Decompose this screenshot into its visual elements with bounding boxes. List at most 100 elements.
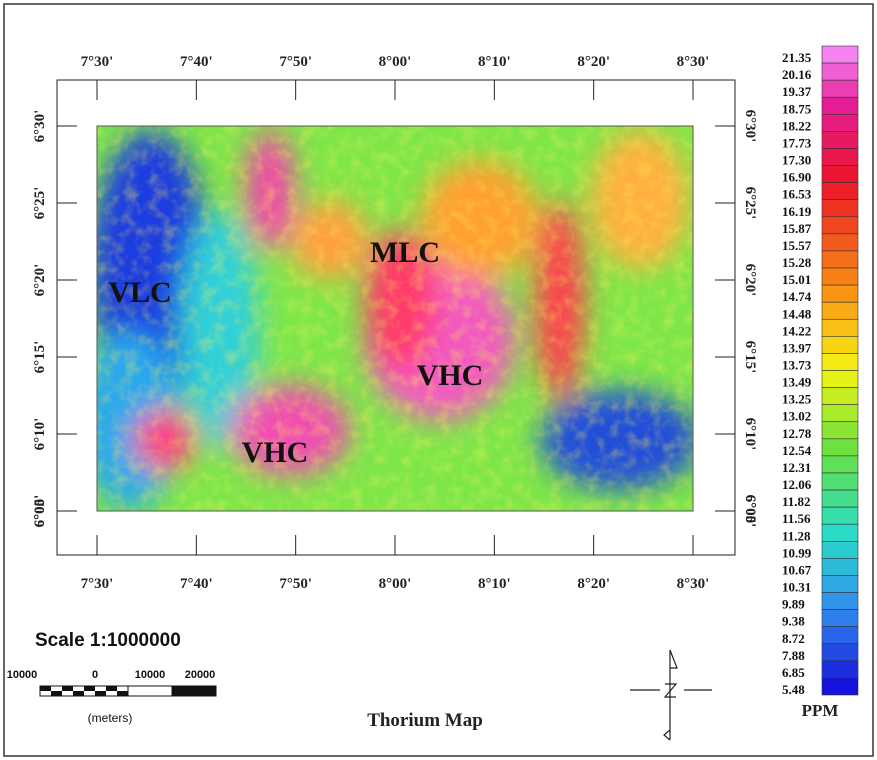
- legend-swatch: [822, 148, 858, 165]
- legend-value: 8.72: [782, 631, 805, 646]
- legend-swatch: [822, 439, 858, 456]
- legend-value: 9.38: [782, 614, 805, 629]
- scale-bar: [128, 686, 172, 696]
- legend-value: 15.87: [782, 221, 812, 236]
- north-arrow: [630, 650, 712, 740]
- legend-value: 17.30: [782, 153, 811, 168]
- legend-swatch: [822, 456, 858, 473]
- legend-value: 10.31: [782, 580, 811, 595]
- right-axis-label: 6°25': [742, 187, 758, 220]
- legend-swatch: [822, 575, 858, 592]
- bottom-axis-label: 8°10': [478, 576, 511, 592]
- legend-value: 11.56: [782, 511, 811, 526]
- scale-cell: [62, 686, 73, 691]
- bottom-axis-label: 8°20': [577, 576, 610, 592]
- scale-cell: [84, 691, 95, 696]
- scale-unit: (meters): [88, 711, 133, 725]
- scale-cell: [106, 686, 117, 691]
- right-axis-label: 6°10': [742, 418, 758, 451]
- legend-swatch: [822, 644, 858, 661]
- legend-value: 14.48: [782, 306, 812, 321]
- legend-swatch: [822, 183, 858, 200]
- bottom-axis-label: 8°30': [677, 576, 710, 592]
- left-axis-label: 6°20': [32, 264, 48, 297]
- legend-swatch: [822, 234, 858, 251]
- scale-cell: [51, 686, 62, 691]
- scale-cell: [40, 691, 51, 696]
- scale-cell: [117, 691, 128, 696]
- top-axis-label: 7°50': [279, 54, 312, 70]
- scale-cell: [106, 691, 117, 696]
- region-label: MLC: [370, 236, 440, 269]
- scale-label: 10000: [135, 669, 166, 681]
- scale-title: Scale 1:1000000: [35, 630, 181, 651]
- top-axis-label: 7°40': [180, 54, 213, 70]
- legend-swatch: [822, 268, 858, 285]
- legend-value: 16.90: [782, 170, 811, 185]
- legend-value: 13.25: [782, 392, 812, 407]
- legend-swatch: [822, 97, 858, 114]
- legend-swatch: [822, 80, 858, 97]
- legend-swatch: [822, 336, 858, 353]
- legend-swatch: [822, 524, 858, 541]
- legend-value: 5.48: [782, 682, 805, 697]
- legend-value: 18.22: [782, 118, 811, 133]
- legend-swatch: [822, 302, 858, 319]
- legend-value: 12.31: [782, 460, 811, 475]
- map-figure: 7°30'7°30'7°40'7°40'7°50'7°50'8°00'8°00'…: [0, 0, 877, 760]
- bottom-axis-label: 7°30': [81, 576, 114, 592]
- legend-swatch: [822, 558, 858, 575]
- legend-value: 17.73: [782, 135, 812, 150]
- legend-value: 15.57: [782, 238, 812, 253]
- region-label: VHC: [417, 359, 484, 392]
- scale-cell: [95, 686, 106, 691]
- legend-swatch: [822, 661, 858, 678]
- scale-label: 10000: [7, 669, 38, 681]
- legend-value: 7.88: [782, 648, 805, 663]
- top-axis-label: 8°10': [478, 54, 511, 70]
- legend-value: 11.28: [782, 528, 811, 543]
- legend-value: 14.74: [782, 289, 812, 304]
- region-label: VHC: [242, 436, 309, 469]
- left-axis-label: 6°00': [32, 495, 48, 528]
- legend-swatch: [822, 131, 858, 148]
- legend-swatch: [822, 319, 858, 336]
- legend-value: 12.78: [782, 426, 812, 441]
- legend-swatch: [822, 627, 858, 644]
- left-axis-label: 6°15': [32, 341, 48, 374]
- legend-value: 18.75: [782, 101, 812, 116]
- legend-swatch: [822, 371, 858, 388]
- scale-cell: [84, 686, 95, 691]
- scale-cell: [73, 691, 84, 696]
- legend-value: 10.67: [782, 562, 812, 577]
- legend-swatch: [822, 473, 858, 490]
- top-axis-label: 8°20': [577, 54, 610, 70]
- legend-swatch: [822, 490, 858, 507]
- legend-swatch: [822, 114, 858, 131]
- right-axis-label: 6°00': [742, 495, 758, 528]
- scale-label: 20000: [185, 669, 216, 681]
- bottom-axis-label: 8°00': [379, 576, 412, 592]
- legend-value: 10.99: [782, 545, 812, 560]
- legend-swatch: [822, 217, 858, 234]
- region-label: VLC: [108, 276, 171, 309]
- scale-cell: [95, 691, 106, 696]
- legend-value: 15.01: [782, 272, 811, 287]
- legend-swatch: [822, 46, 858, 63]
- legend-swatch: [822, 200, 858, 217]
- legend-value: 6.85: [782, 665, 805, 680]
- top-axis-label: 7°30': [81, 54, 114, 70]
- legend-swatch: [822, 285, 858, 302]
- right-axis-label: 6°15': [742, 341, 758, 374]
- legend-value: 19.37: [782, 84, 812, 99]
- legend-value: 13.97: [782, 340, 812, 355]
- legend-swatch: [822, 353, 858, 370]
- top-axis-label: 8°30': [677, 54, 710, 70]
- legend-swatch: [822, 610, 858, 627]
- legend-value: 11.82: [782, 494, 811, 509]
- legend-swatch: [822, 593, 858, 610]
- legend-swatch: [822, 678, 858, 695]
- legend-value: 12.54: [782, 443, 812, 458]
- legend-swatch: [822, 63, 858, 80]
- bottom-axis-label: 7°40': [180, 576, 213, 592]
